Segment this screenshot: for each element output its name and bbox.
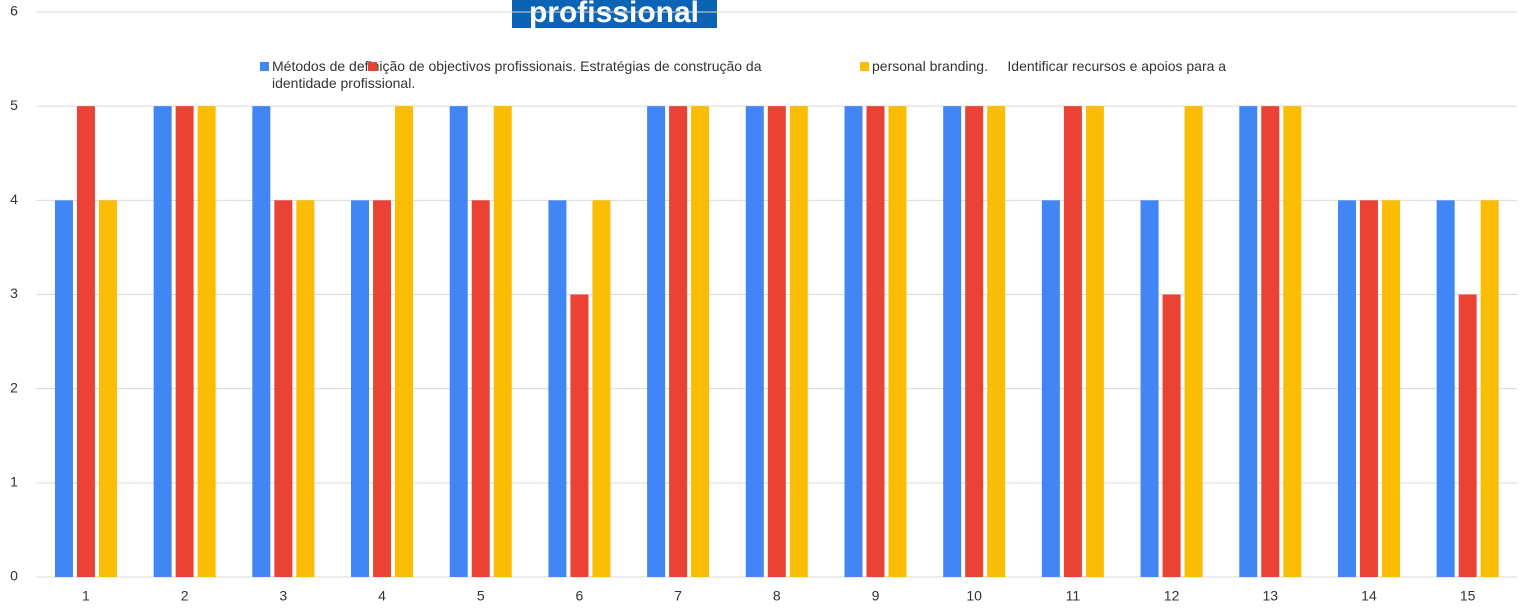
bar: [1381, 200, 1400, 578]
legend-label-box: Métodos de definição de objectivos profi…: [272, 58, 762, 91]
y-tick-label: 0: [10, 568, 18, 584]
x-tick-label: 14: [1361, 588, 1377, 604]
bar: [395, 106, 414, 578]
bar: [449, 106, 468, 578]
bar: [1480, 200, 1499, 578]
bar: [1359, 200, 1378, 578]
bar: [471, 200, 490, 578]
bar: [1337, 200, 1356, 578]
y-tick-label: 1: [10, 474, 18, 490]
x-tick-label: 1: [82, 588, 90, 604]
legend-label: Métodos de definição de objectivos profi…: [272, 58, 762, 91]
bar: [175, 106, 194, 578]
bar: [296, 200, 315, 578]
bar: [1436, 200, 1455, 578]
bar: [153, 106, 172, 578]
bar: [1140, 200, 1159, 578]
legend-marker: [260, 62, 269, 71]
bar: [54, 200, 73, 578]
bar: [592, 200, 611, 578]
x-tick-label: 5: [477, 588, 485, 604]
bar: [274, 200, 293, 578]
bar: [1085, 106, 1104, 578]
bar: [351, 200, 370, 578]
bar: [1184, 106, 1203, 578]
bar: [570, 294, 589, 577]
bar: [76, 106, 95, 578]
legend-marker: [368, 62, 377, 71]
bar: [373, 200, 392, 578]
bar: [197, 106, 216, 578]
bar: [943, 106, 962, 578]
bar: [844, 106, 863, 578]
bar: [789, 106, 808, 578]
x-tick-label: 9: [872, 588, 880, 604]
y-tick-label: 6: [10, 3, 18, 19]
y-tick-label: 2: [10, 379, 18, 395]
x-tick-label: 3: [279, 588, 287, 604]
bar: [965, 106, 984, 578]
x-tick-label: 8: [773, 588, 781, 604]
x-tick-label: 15: [1460, 588, 1476, 604]
y-tick-label: 3: [10, 285, 18, 301]
bar: [647, 106, 666, 578]
bar: [1239, 106, 1258, 578]
bar: [98, 200, 117, 578]
title-box: [512, 0, 717, 28]
x-tick-label: 10: [966, 588, 982, 604]
x-tick-label: 4: [378, 588, 386, 604]
bar: [669, 106, 688, 578]
bar: [866, 106, 885, 578]
bar: [1162, 294, 1181, 577]
y-tick-label: 5: [10, 97, 18, 113]
bar: [1041, 200, 1060, 578]
bar: [252, 106, 271, 578]
bar: [1063, 106, 1082, 578]
bar: [888, 106, 907, 578]
x-tick-label: 7: [674, 588, 682, 604]
bar: [987, 106, 1006, 578]
bar: [745, 106, 764, 578]
bar: [1283, 106, 1302, 578]
legend-label: personal branding. Identificar recursos …: [872, 58, 1227, 74]
x-tick-label: 6: [576, 588, 584, 604]
bar: [493, 106, 512, 578]
bar: [1261, 106, 1280, 578]
x-tick-label: 2: [181, 588, 189, 604]
x-tick-label: 11: [1066, 588, 1081, 604]
x-tick-label: 12: [1164, 588, 1180, 604]
legend-marker: [860, 62, 869, 71]
bar: [767, 106, 786, 578]
x-tick-label: 13: [1262, 588, 1278, 604]
bar: [1458, 294, 1477, 577]
y-tick-label: 4: [10, 191, 18, 207]
bar: [548, 200, 567, 578]
legend-label-box: personal branding. Identificar recursos …: [872, 58, 1227, 74]
bar: [691, 106, 710, 578]
chart-title: profissional: [529, 0, 699, 29]
